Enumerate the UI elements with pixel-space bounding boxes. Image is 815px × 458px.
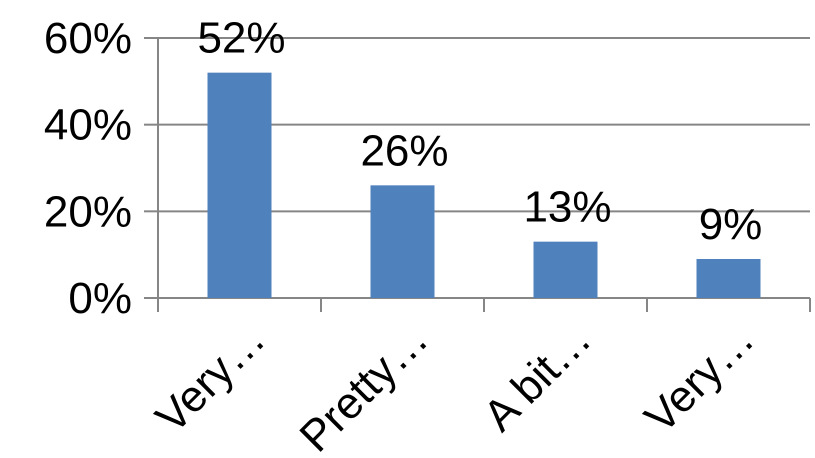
data-label: 26% [360, 126, 448, 175]
data-label: 13% [523, 183, 611, 232]
x-tick-label: Very… [636, 314, 764, 442]
x-tick-labels: Very… Pretty… A bit… Very… [147, 314, 764, 458]
data-label: 52% [197, 14, 285, 63]
bar [207, 72, 272, 299]
x-tick-label: Very… [147, 314, 275, 442]
data-label: 9% [699, 200, 763, 249]
y-tick-label: 20% [44, 187, 132, 236]
bar [533, 241, 598, 298]
bar [370, 185, 435, 298]
y-tick-label: 0% [68, 274, 132, 323]
y-tick-label: 40% [44, 101, 132, 150]
y-tick-labels: 0% 20% 40% 60% [44, 14, 132, 323]
x-tick-label: Pretty… [291, 314, 438, 458]
data-labels: 52% 26% 13% 9% [197, 14, 762, 249]
bar [696, 259, 761, 298]
y-tick-label: 60% [44, 14, 132, 63]
bars [207, 72, 761, 299]
x-tick-label: A bit… [474, 314, 600, 440]
